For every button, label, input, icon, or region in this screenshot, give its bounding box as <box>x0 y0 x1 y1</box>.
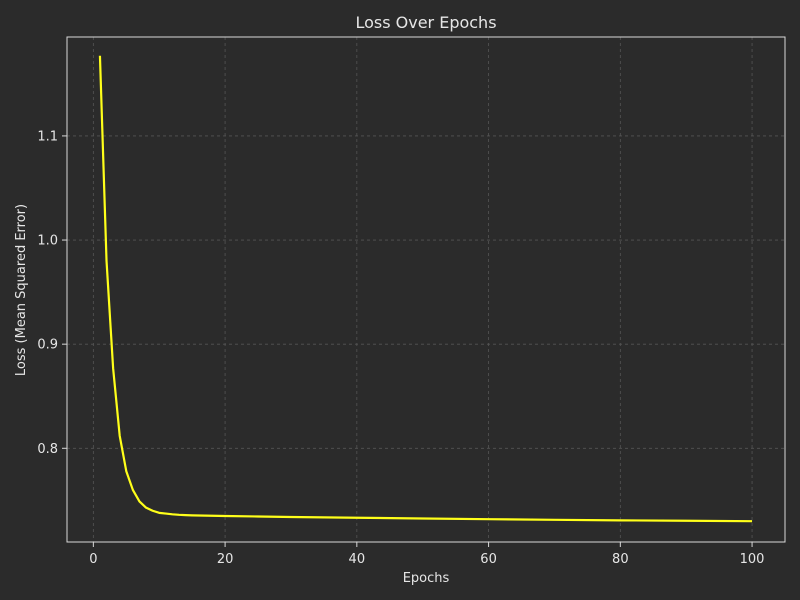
y-tick-label: 1.1 <box>37 129 58 144</box>
series-group <box>98 55 753 523</box>
y-axis-ticks: 0.8 0.9 1.0 1.1 <box>37 129 67 457</box>
plot-frame <box>66 36 786 543</box>
chart-title: Loss Over Epochs <box>355 13 496 32</box>
x-tick-label: 20 <box>217 552 234 567</box>
grid-lines <box>67 37 785 542</box>
x-tick-label: 60 <box>480 552 497 567</box>
x-tick-label: 40 <box>349 552 366 567</box>
y-tick-label: 0.9 <box>37 338 58 353</box>
y-tick-label: 1.0 <box>37 234 58 249</box>
x-axis-ticks: 0 20 40 60 80 100 <box>89 542 764 567</box>
x-tick-label: 80 <box>612 552 629 567</box>
y-tick-label: 0.8 <box>37 442 58 457</box>
x-axis-label: Epochs <box>403 571 450 586</box>
y-axis-label: Loss (Mean Squared Error) <box>14 204 29 376</box>
x-tick-label: 100 <box>740 552 765 567</box>
x-tick-label: 0 <box>89 552 97 567</box>
loss-line <box>98 55 753 523</box>
